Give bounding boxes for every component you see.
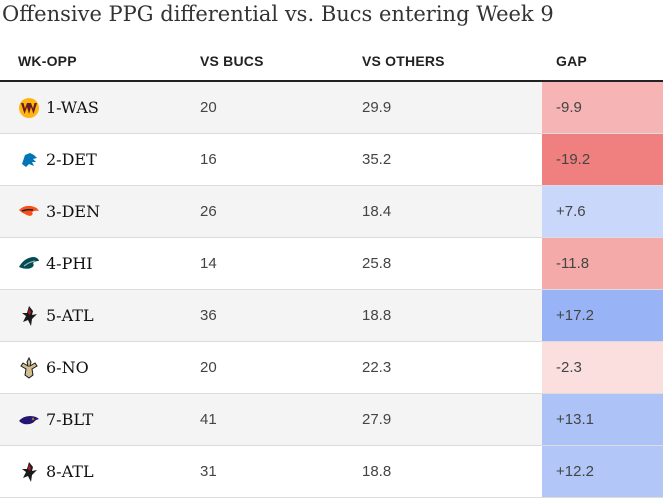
opponent-label: 8-ATL [46,462,94,481]
vs-others-cell: 35.2 [362,151,392,168]
opponent-cell: 1-WAS [18,82,198,133]
vs-bucs-cell: 26 [200,203,217,220]
chart-title: Offensive PPG differential vs. Bucs ente… [2,2,554,26]
falcons-logo-icon [18,305,40,327]
washington-logo-icon [18,97,40,119]
vs-others-cell: 29.9 [362,99,392,116]
gap-cell: +13.1 [542,394,663,445]
gap-cell: +12.2 [542,446,663,497]
vs-bucs-cell: 36 [200,307,217,324]
falcons-logo-icon [18,461,40,483]
opponent-cell: 6-NO [18,342,198,393]
table-row: 3-DEN 26 18.4 +7.6 [0,186,663,238]
opponent-label: 7-BLT [46,410,94,429]
vs-bucs-cell: 16 [200,151,217,168]
broncos-logo-icon [18,201,40,223]
table-row: 6-NO 20 22.3 -2.3 [0,342,663,394]
opponent-cell: 3-DEN [18,186,198,237]
lions-logo-icon [18,149,40,171]
opponent-label: 5-ATL [46,306,94,325]
vs-others-cell: 18.8 [362,463,392,480]
gap-cell: -11.8 [542,238,663,289]
vs-others-cell: 27.9 [362,411,392,428]
opponent-label: 1-WAS [46,98,99,117]
table-row: 5-ATL 36 18.8 +17.2 [0,290,663,342]
gap-cell: -9.9 [542,82,663,133]
opponent-cell: 5-ATL [18,290,198,341]
table-row: 2-DET 16 35.2 -19.2 [0,134,663,186]
table-row: 8-ATL 31 18.8 +12.2 [0,446,663,498]
vs-others-cell: 22.3 [362,359,392,376]
vs-bucs-cell: 20 [200,359,217,376]
gap-cell: -19.2 [542,134,663,185]
vs-bucs-cell: 14 [200,255,217,272]
column-header-gap: GAP [556,53,587,69]
vs-bucs-cell: 31 [200,463,217,480]
opponent-label: 3-DEN [46,202,101,221]
vs-bucs-cell: 20 [200,99,217,116]
table-header: WK-OPP VS BUCS VS OTHERS GAP [0,40,663,82]
ravens-logo-icon [18,409,40,431]
gap-cell: -2.3 [542,342,663,393]
column-header-opponent: WK-OPP [18,53,77,69]
vs-bucs-cell: 41 [200,411,217,428]
opponent-label: 4-PHI [46,254,93,273]
opponent-label: 6-NO [46,358,89,377]
opponent-cell: 2-DET [18,134,198,185]
eagles-logo-icon [18,253,40,275]
table-row: 1-WAS 20 29.9 -9.9 [0,82,663,134]
opponent-cell: 8-ATL [18,446,198,497]
opponent-label: 2-DET [46,150,97,169]
column-header-vs-bucs: VS BUCS [200,53,264,69]
gap-cell: +7.6 [542,186,663,237]
column-header-vs-others: VS OTHERS [362,53,445,69]
gap-cell: +17.2 [542,290,663,341]
saints-logo-icon [18,356,40,379]
table-row: 4-PHI 14 25.8 -11.8 [0,238,663,290]
vs-others-cell: 25.8 [362,255,392,272]
opponent-cell: 4-PHI [18,238,198,289]
table-row: 7-BLT 41 27.9 +13.1 [0,394,663,446]
vs-others-cell: 18.4 [362,203,392,220]
opponent-cell: 7-BLT [18,394,198,445]
vs-others-cell: 18.8 [362,307,392,324]
